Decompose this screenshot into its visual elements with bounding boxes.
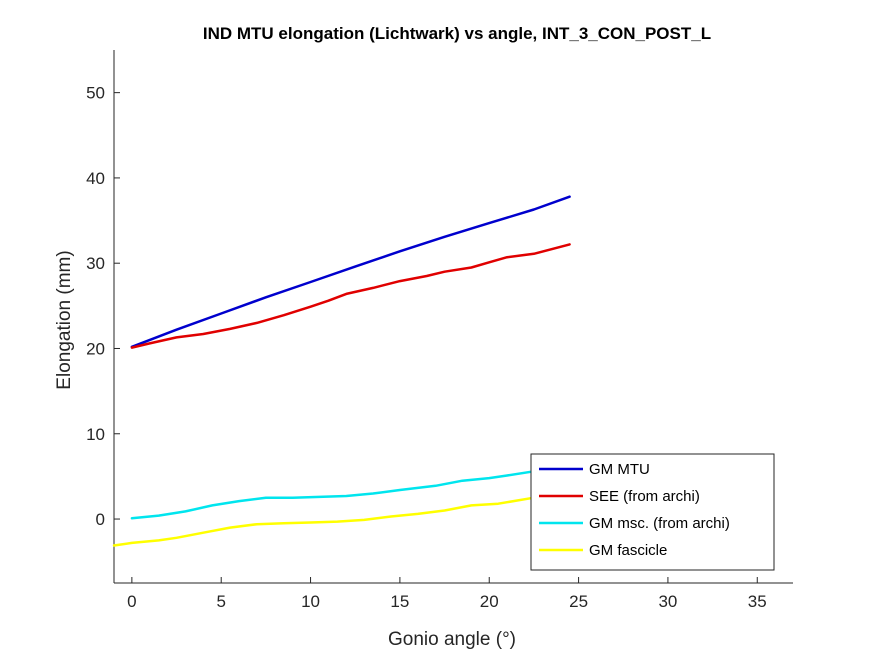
x-tick-label: 10 (301, 592, 320, 611)
x-tick-label: 30 (658, 592, 677, 611)
x-axis-label: Gonio angle (°) (388, 629, 516, 650)
x-tick-label: 25 (569, 592, 588, 611)
x-tick-label: 35 (748, 592, 767, 611)
y-tick-label: 40 (86, 169, 105, 188)
series-line-gm-mtu (130, 195, 571, 349)
legend-entry-label: SEE (from archi) (589, 488, 700, 505)
x-tick-label: 0 (127, 592, 136, 611)
x-tick-label: 5 (216, 592, 225, 611)
y-tick-label: 30 (86, 254, 105, 273)
plot-area (112, 195, 571, 547)
series-line-gm-msc-from-archi (130, 470, 536, 520)
y-tick-label: 50 (86, 84, 105, 103)
legend-entry-label: GM MTU (589, 461, 650, 478)
x-tick-label: 15 (390, 592, 409, 611)
legend: GM MTU SEE (from archi) GM msc. (from arch… (530, 453, 775, 571)
y-tick-label: 20 (86, 339, 105, 358)
y-tick-label: 10 (86, 425, 105, 444)
y-tick-label: 0 (96, 510, 105, 529)
chart-title: IND MTU elongation (Lichtwark) vs angle,… (203, 24, 711, 43)
legend-entry-label: GM msc. (from archi) (589, 515, 730, 532)
ticks: 0 5 10 15 20 25 30 35 0 10 20 30 40 50 (86, 84, 767, 611)
legend-entry-label: GM fascicle (589, 542, 667, 559)
series-line-see-from-archi (130, 243, 571, 349)
x-tick-label: 20 (480, 592, 499, 611)
axes (113, 50, 793, 584)
series-line-gm-fascicle (112, 496, 536, 547)
y-axis-label: Elongation (mm) (54, 250, 75, 389)
